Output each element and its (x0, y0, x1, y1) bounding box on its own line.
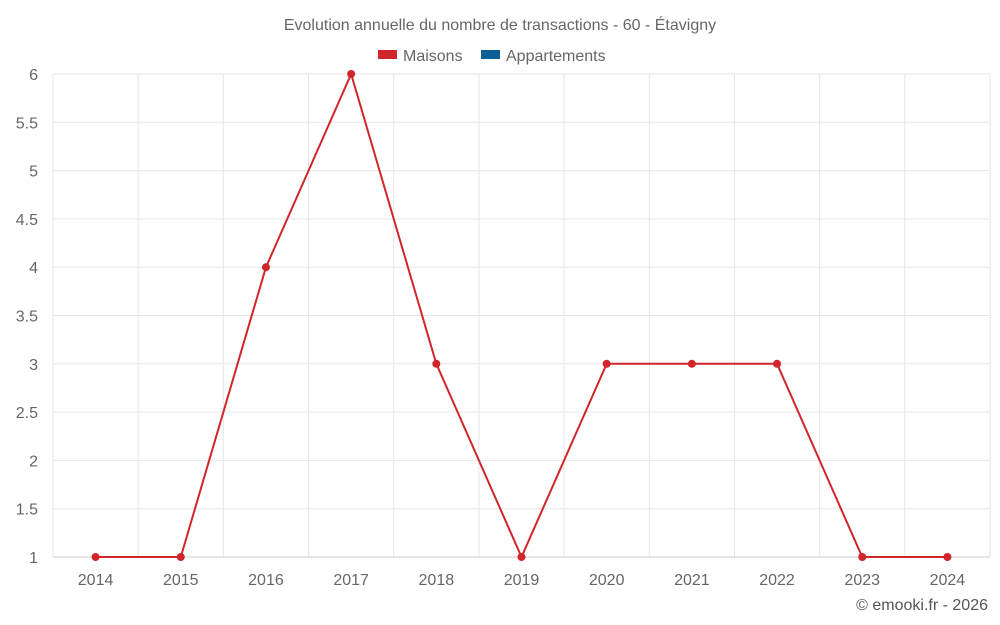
y-tick-label: 3 (29, 357, 38, 374)
legend-swatch-appartements (481, 50, 500, 59)
data-point[interactable] (91, 553, 100, 561)
data-point[interactable] (347, 70, 356, 78)
y-tick-label: 6 (29, 67, 38, 84)
x-tick-label: 2022 (759, 572, 795, 589)
grid (52, 73, 991, 558)
data-point[interactable] (773, 359, 782, 368)
y-tick-label: 5 (29, 164, 38, 181)
data-point[interactable] (261, 263, 270, 272)
x-tick-label: 2024 (930, 572, 966, 589)
x-tick-label: 2018 (419, 572, 455, 589)
y-axis: 1 1.5 2 2.5 3 3.5 4 4.5 5 5.5 6 (16, 67, 38, 567)
x-tick-label: 2015 (163, 572, 199, 589)
y-tick-label: 3.5 (16, 309, 38, 326)
legend: Maisons Appartements (378, 48, 606, 65)
data-point[interactable] (602, 359, 611, 368)
x-tick-label: 2016 (248, 572, 284, 589)
legend-label-maisons: Maisons (403, 48, 463, 65)
x-tick-label: 2014 (78, 572, 114, 589)
legend-swatch-maisons (378, 50, 397, 59)
y-tick-label: 2 (29, 453, 38, 470)
x-tick-label: 2017 (333, 572, 369, 589)
data-point[interactable] (687, 359, 696, 368)
legend-label-appartements: Appartements (506, 48, 606, 65)
y-tick-label: 5.5 (16, 115, 38, 132)
legend-item-appartements[interactable]: Appartements (481, 48, 606, 65)
y-tick-label: 4 (29, 260, 38, 277)
data-point[interactable] (943, 553, 952, 561)
x-tick-label: 2019 (504, 572, 540, 589)
y-tick-label: 4.5 (16, 212, 38, 229)
data-point[interactable] (176, 553, 185, 561)
data-point[interactable] (517, 553, 526, 561)
y-tick-label: 1 (29, 550, 38, 567)
x-tick-label: 2023 (844, 572, 880, 589)
data-point[interactable] (432, 359, 441, 368)
x-axis: 2014 2015 2016 2017 2018 2019 2020 2021 2022 2023… (53, 556, 990, 589)
chart-title: Evolution annuelle du nombre de transact… (284, 15, 716, 34)
credit-text: © emooki.fr - 2026 (856, 597, 988, 614)
x-tick-label: 2021 (674, 572, 710, 589)
x-tick-label: 2020 (589, 572, 625, 589)
data-point[interactable] (858, 553, 867, 561)
y-tick-label: 2.5 (16, 405, 38, 422)
series-maisons (91, 70, 952, 561)
y-tick-label: 1.5 (16, 502, 38, 519)
legend-item-maisons[interactable]: Maisons (378, 48, 463, 65)
